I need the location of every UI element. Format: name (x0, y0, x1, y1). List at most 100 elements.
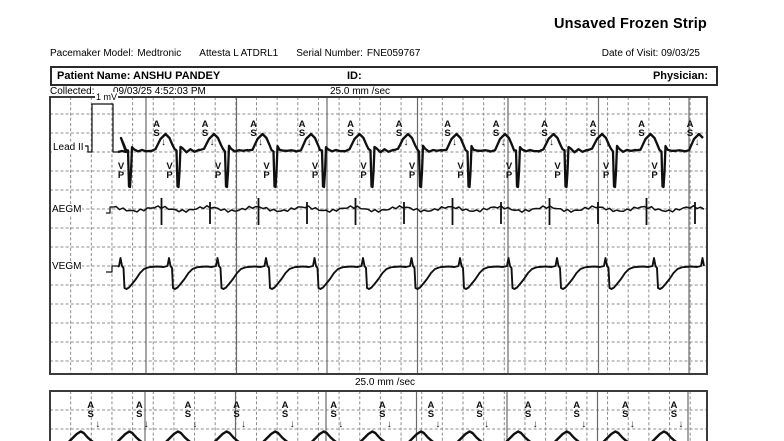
svg-text:↓: ↓ (355, 137, 360, 148)
sweep-speed-bottom: 25.0 mm /sec (354, 377, 416, 388)
top-strip: VPAS↓VPAS↓VPAS↓VPAS↓VPAS↓VPAS↓VPAS↓VPAS↓… (49, 96, 708, 375)
svg-text:S: S (282, 409, 288, 420)
svg-text:S: S (493, 128, 499, 139)
collected-row: Collected: 09/03/25 4:52:03 PM 25.0 mm /… (50, 86, 718, 98)
patient-id-label: ID: (347, 70, 362, 82)
svg-text:P: P (166, 170, 173, 181)
svg-text:V: V (166, 161, 173, 172)
svg-text:↓: ↓ (210, 137, 215, 148)
svg-text:↓: ↓ (241, 419, 246, 430)
pacemaker-model-value: Medtronic (137, 48, 182, 59)
svg-text:↓: ↓ (338, 419, 343, 430)
svg-text:S: S (153, 128, 159, 139)
svg-text:P: P (263, 170, 270, 181)
svg-text:↓: ↓ (630, 419, 635, 430)
svg-text:P: P (312, 170, 319, 181)
svg-text:A: A (476, 400, 483, 411)
device-header-row: Pacemaker Model: Medtronic Attesta L ATDRL… (50, 48, 718, 59)
svg-text:S: S (428, 409, 434, 420)
svg-text:A: A (427, 400, 434, 411)
bottom-strip: AS↓AS↓AS↓AS↓AS↓AS↓AS↓AS↓AS↓AS↓AS↓AS↓AS↓ (49, 390, 708, 441)
pacemaker-model-label: Pacemaker Model: (50, 48, 134, 59)
svg-text:↓: ↓ (258, 137, 263, 148)
svg-text:↓: ↓ (404, 137, 409, 148)
patient-info-box: Patient Name: ANSHU PANDEY ID: Physician… (50, 66, 718, 86)
svg-text:A: A (493, 119, 500, 130)
svg-text:↓: ↓ (484, 419, 489, 430)
svg-text:A: A (136, 400, 143, 411)
svg-text:P: P (215, 170, 222, 181)
svg-text:V: V (263, 161, 270, 172)
svg-text:↓: ↓ (435, 419, 440, 430)
calibration-label: 1 mV (95, 92, 119, 102)
svg-text:A: A (379, 400, 386, 411)
svg-text:S: S (88, 409, 94, 420)
svg-text:S: S (299, 128, 305, 139)
svg-text:A: A (153, 119, 160, 130)
svg-text:P: P (554, 170, 561, 181)
svg-text:A: A (87, 400, 94, 411)
serial-number-value: FNE059767 (366, 48, 421, 59)
svg-text:↓: ↓ (95, 419, 100, 430)
svg-text:S: S (185, 409, 191, 420)
svg-text:S: S (250, 128, 256, 139)
svg-text:S: S (671, 409, 677, 420)
patient-name-value: ANSHU PANDEY (133, 70, 221, 82)
svg-text:P: P (603, 170, 610, 181)
patient-name: Patient Name: ANSHU PANDEY (57, 68, 220, 84)
svg-text:V: V (312, 161, 319, 172)
svg-text:A: A (250, 119, 257, 130)
svg-text:A: A (330, 400, 337, 411)
svg-text:P: P (651, 170, 658, 181)
svg-text:S: S (444, 128, 450, 139)
svg-text:S: S (525, 409, 531, 420)
svg-text:↓: ↓ (144, 419, 149, 430)
svg-text:↓: ↓ (307, 137, 312, 148)
lead-ii-label: Lead II (52, 142, 85, 153)
collected-timestamp: 09/03/25 4:52:03 PM (113, 86, 206, 97)
svg-text:S: S (347, 128, 353, 139)
svg-text:A: A (233, 400, 240, 411)
svg-text:↓: ↓ (452, 137, 457, 148)
svg-text:A: A (541, 119, 548, 130)
svg-text:V: V (506, 161, 513, 172)
svg-text:S: S (638, 128, 644, 139)
svg-text:A: A (573, 400, 580, 411)
svg-text:A: A (184, 400, 191, 411)
svg-text:V: V (651, 161, 658, 172)
date-of-visit-value: 09/03/25 (661, 48, 700, 59)
collected-label: Collected: (50, 86, 95, 97)
svg-text:A: A (590, 119, 597, 130)
svg-text:↓: ↓ (533, 419, 538, 430)
page-title: Unsaved Frozen Strip (553, 16, 707, 32)
svg-text:V: V (215, 161, 222, 172)
svg-text:S: S (574, 409, 580, 420)
svg-text:S: S (331, 409, 337, 420)
svg-text:A: A (396, 119, 403, 130)
svg-text:P: P (360, 170, 367, 181)
svg-text:S: S (622, 409, 628, 420)
aegm-label: AEGM (51, 204, 83, 215)
svg-text:S: S (541, 128, 547, 139)
device-info: Pacemaker Model: Medtronic Attesta L ATDRL… (50, 48, 424, 59)
date-of-visit-label: Date of Visit: (601, 48, 659, 59)
svg-text:A: A (525, 400, 532, 411)
svg-text:↓: ↓ (161, 137, 166, 148)
patient-name-label: Patient Name: (57, 70, 131, 82)
svg-text:V: V (554, 161, 561, 172)
svg-text:A: A (347, 119, 354, 130)
svg-text:A: A (444, 119, 451, 130)
svg-text:↓: ↓ (387, 419, 392, 430)
svg-text:A: A (622, 400, 629, 411)
svg-text:S: S (687, 128, 693, 139)
svg-text:V: V (457, 161, 464, 172)
svg-text:S: S (379, 409, 385, 420)
svg-text:V: V (360, 161, 367, 172)
svg-text:P: P (118, 170, 125, 181)
svg-text:A: A (282, 400, 289, 411)
svg-text:S: S (396, 128, 402, 139)
svg-text:P: P (506, 170, 513, 181)
svg-text:V: V (603, 161, 610, 172)
vegm-label: VEGM (51, 261, 83, 272)
